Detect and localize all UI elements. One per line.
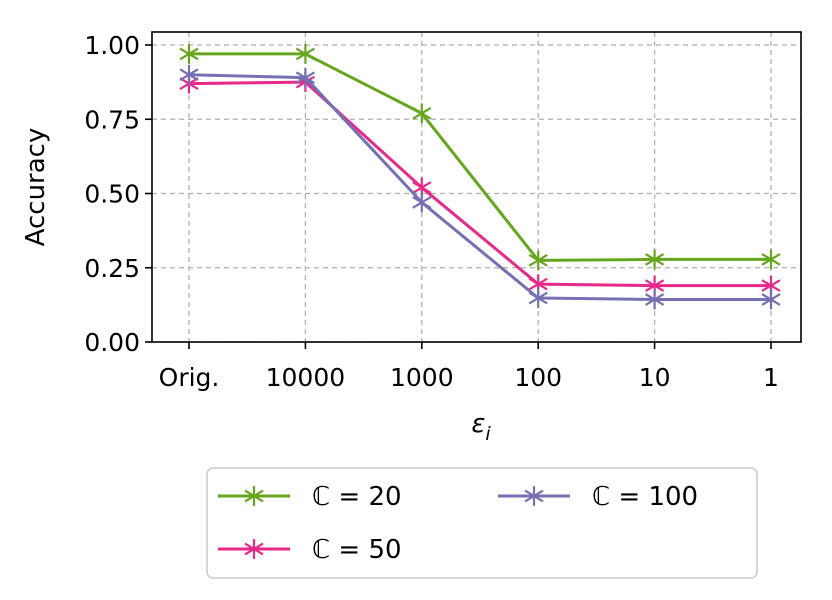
series-3 [179,64,781,310]
legend-entry: ℂ = 100 [498,482,698,512]
data-point-marker [645,249,665,270]
plot-frame [151,31,802,343]
legend-marker [524,486,544,506]
x-axis-label: εi [471,409,491,445]
legend-label: ℂ = 20 [312,482,402,512]
x-axis-ticks: Orig. 10000 1000 100 10 1 [159,342,779,392]
x-axis-label-subscript: i [485,423,491,445]
x-tick-label: 1000 [390,363,454,392]
x-tick-label: Orig. [159,363,220,392]
legend-marker [244,539,264,559]
legend-label: ℂ = 100 [592,482,698,512]
x-axis-label-symbol: ε [471,409,485,439]
x-tick-label: 10000 [266,363,346,392]
data-point-marker [528,250,548,271]
legend-label: ℂ = 50 [312,535,402,565]
legend-marker [244,486,264,506]
data-point-marker [179,44,199,64]
series-line [189,52,771,262]
data-point-marker [412,103,432,124]
y-tick-label: 0.50 [84,180,140,209]
y-tick-label: 0.00 [84,328,140,357]
legend-box [206,467,758,579]
series-layer [179,44,781,310]
data-point-marker [179,64,199,85]
data-point-marker [645,289,665,310]
x-tick-label: 10 [639,363,671,392]
data-point-marker [295,44,315,64]
grid-lines [152,32,801,343]
data-point-marker [528,288,548,308]
data-point-marker [761,249,781,270]
y-tick-label: 0.25 [84,254,140,283]
series-2 [179,72,781,296]
legend: ℂ = 20 ℂ = 50 ℂ = 100 [206,467,758,579]
y-axis-label: Accuracy [21,128,51,247]
y-tick-label: 1.00 [84,31,140,60]
y-tick-label: 0.75 [84,105,140,134]
legend-entry: ℂ = 20 [218,482,402,512]
data-point-marker [761,289,781,310]
series-line [188,80,771,288]
y-axis-ticks: 0.00 0.25 0.50 0.75 1.00 [84,31,152,357]
data-point-marker [412,192,432,213]
series-line [188,73,771,302]
legend-entry: ℂ = 50 [218,535,402,565]
legend-items: ℂ = 20 ℂ = 50 ℂ = 100 [218,482,698,565]
series-1 [179,44,781,271]
x-tick-label: 100 [514,363,562,392]
data-point-marker [295,67,315,88]
x-tick-label: 1 [763,363,779,392]
